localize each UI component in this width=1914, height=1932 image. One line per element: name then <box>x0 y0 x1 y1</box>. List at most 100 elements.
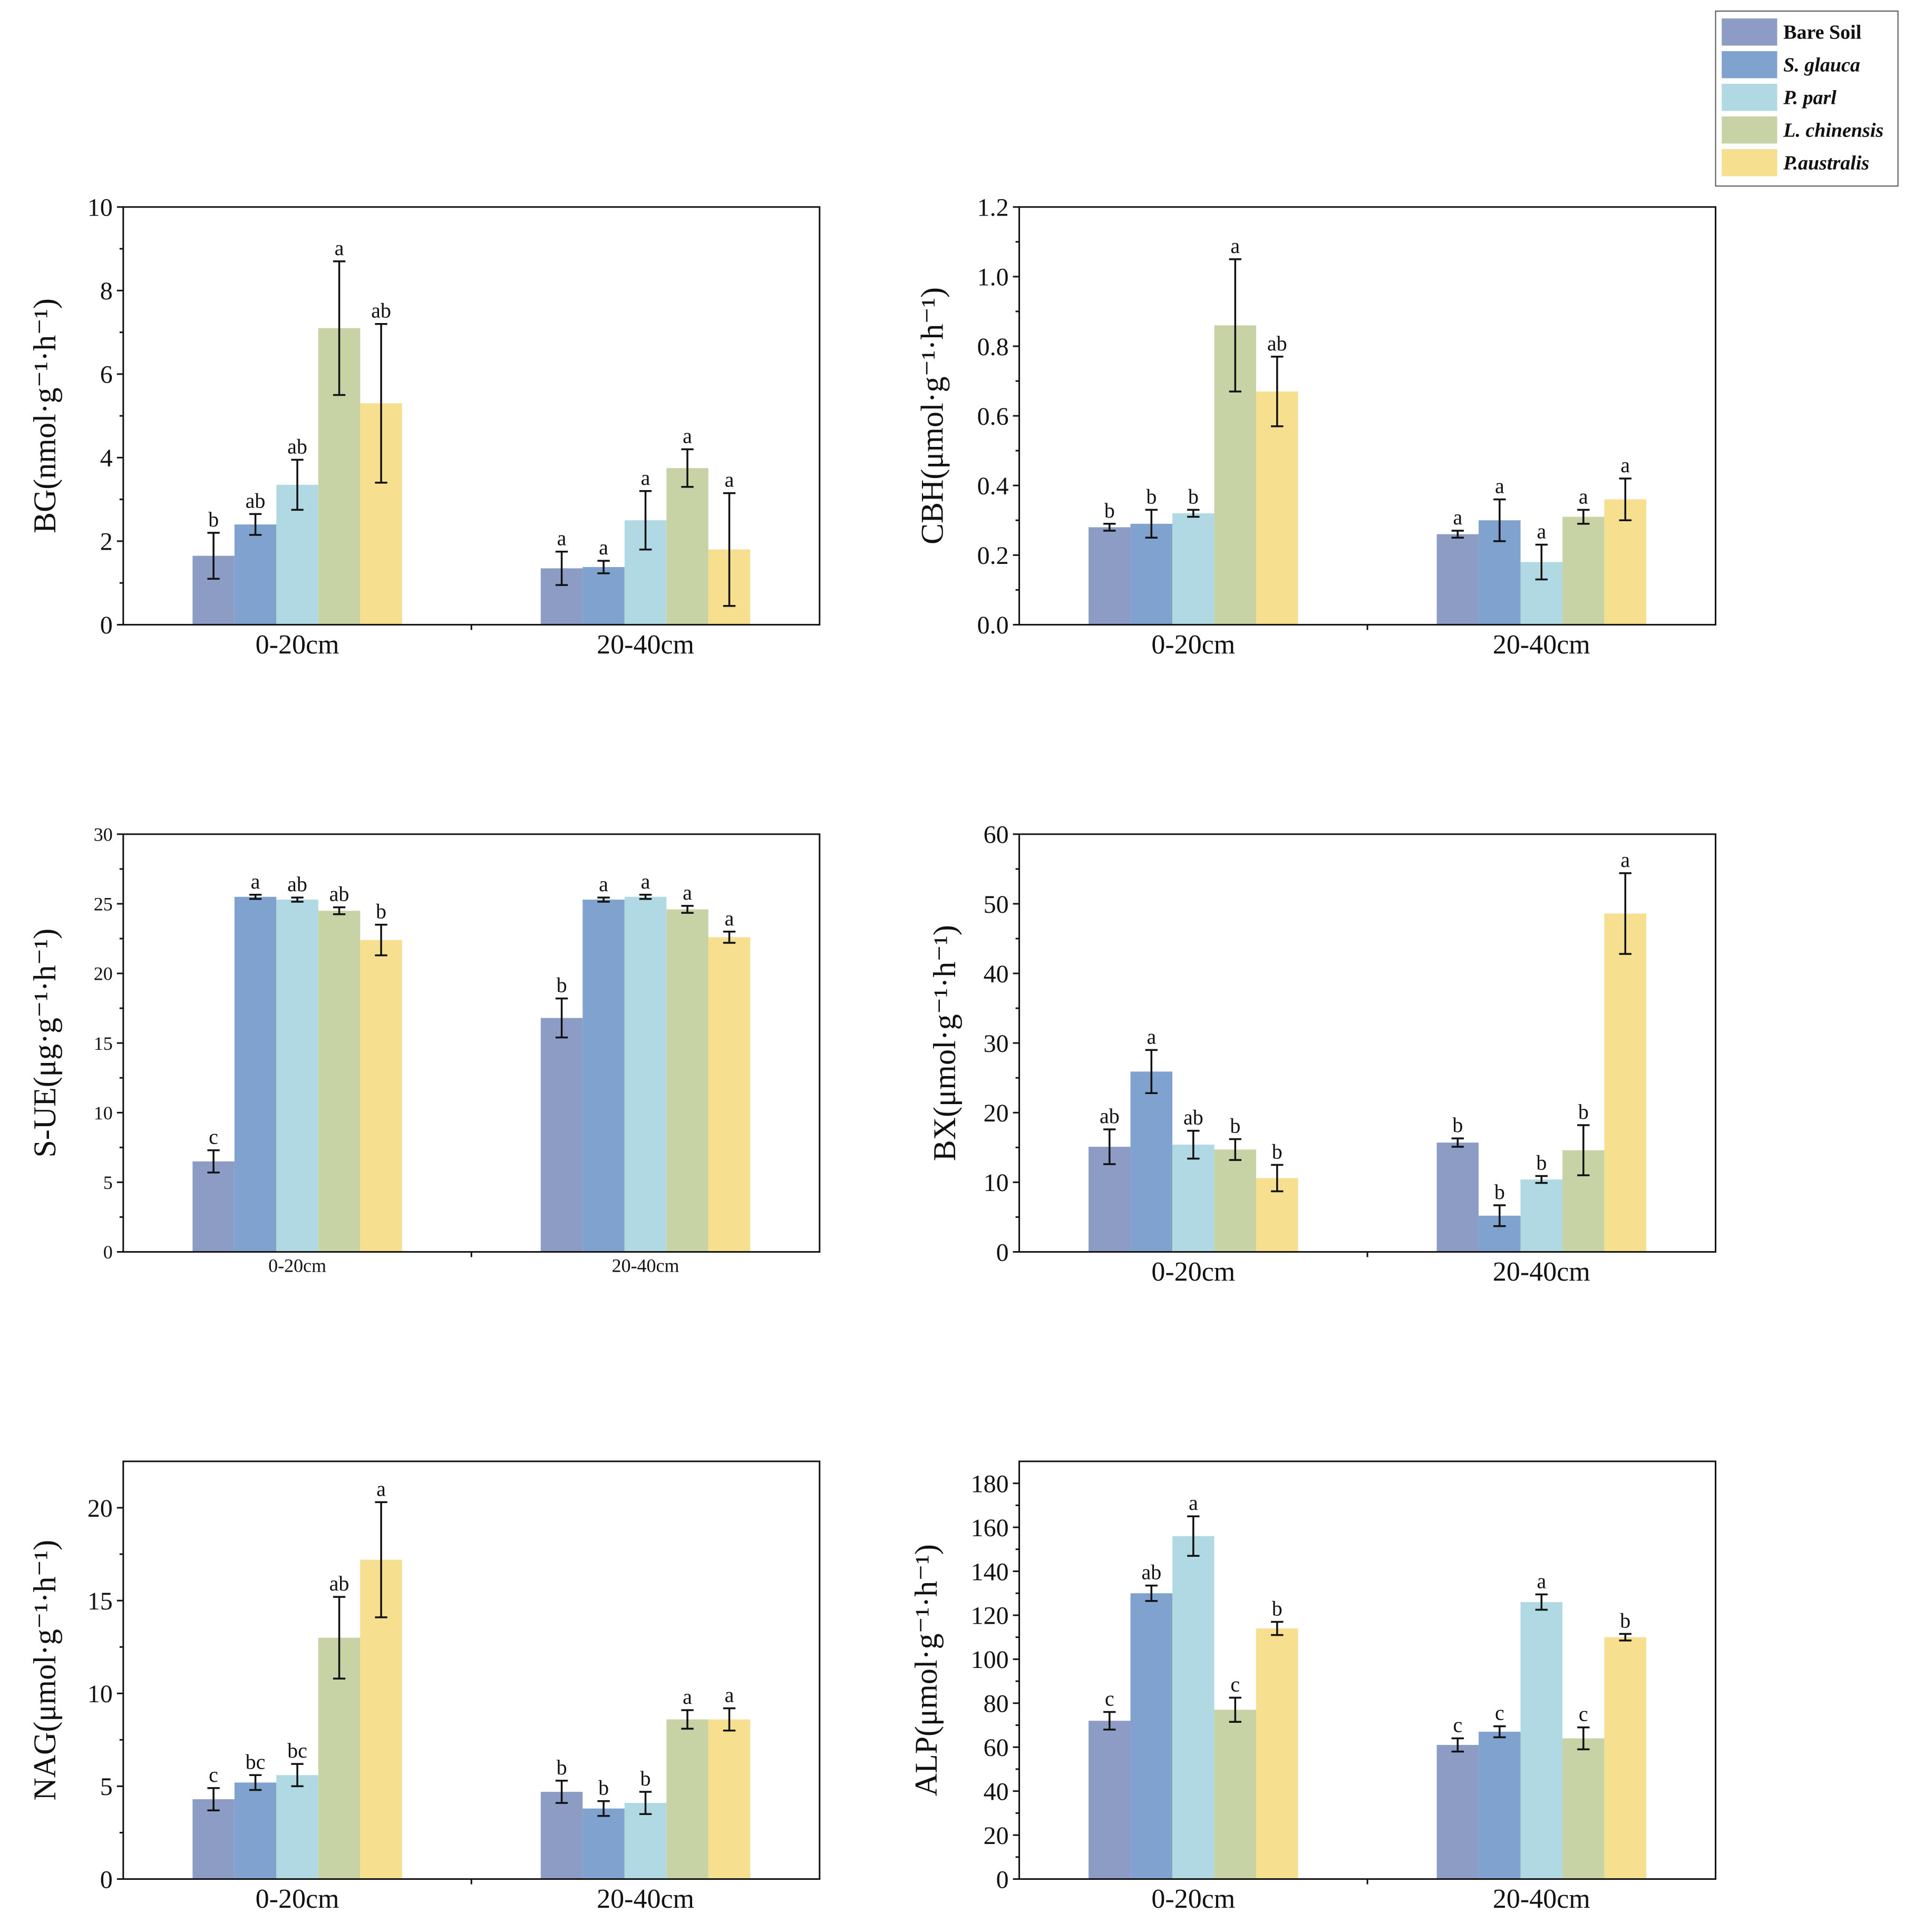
bar <box>360 940 402 1252</box>
error-bar <box>681 905 694 914</box>
significance-label: b <box>208 508 219 531</box>
y-tick-label: 40 <box>984 1778 1009 1806</box>
bar <box>1130 1593 1173 1879</box>
bar <box>1172 1536 1215 1879</box>
error-bar <box>681 1709 694 1730</box>
significance-label: a <box>1230 234 1240 258</box>
error-bar <box>333 1596 346 1680</box>
bar <box>1172 513 1215 625</box>
bar <box>1089 1721 1131 1879</box>
bar <box>1130 523 1173 625</box>
significance-label: b <box>1536 1150 1547 1174</box>
significance-label: a <box>599 535 608 559</box>
error-bar <box>639 490 652 551</box>
bar <box>1256 1628 1298 1879</box>
significance-label: a <box>1495 474 1504 498</box>
y-tick-label: 20 <box>88 1495 113 1523</box>
bar <box>582 900 625 1252</box>
bar <box>1562 516 1605 625</box>
y-tick-label: 120 <box>971 1602 1009 1630</box>
significance-label: a <box>725 906 734 930</box>
error-bar <box>291 1763 304 1788</box>
y-tick-label: 30 <box>94 824 113 845</box>
significance-label: c <box>209 1763 218 1787</box>
x-category-label: 0-20cm <box>268 1255 326 1276</box>
y-tick-label: 25 <box>94 894 113 915</box>
y-tick-label: 15 <box>94 1033 113 1054</box>
error-bar <box>639 1791 652 1815</box>
error-bar <box>1103 1711 1116 1731</box>
bar <box>666 909 708 1252</box>
error-bar <box>1145 1584 1158 1602</box>
error-bar <box>1187 1515 1200 1557</box>
significance-label: b <box>557 1755 567 1779</box>
error-bar <box>207 1149 220 1174</box>
bar <box>1172 1145 1215 1252</box>
y-tick-label: 0 <box>100 611 113 639</box>
significance-label: ab <box>287 434 307 458</box>
significance-label: ab <box>329 1572 349 1595</box>
y-tick-label: 10 <box>94 1102 113 1124</box>
bar <box>708 937 751 1252</box>
significance-label: a <box>683 881 692 904</box>
error-bar <box>1535 1593 1548 1611</box>
significance-label: a <box>599 872 608 896</box>
y-tick-label: 20 <box>984 1822 1009 1850</box>
bar <box>1214 1710 1257 1879</box>
chart-panel-6: c c ab c a a c c b b 0 20 40 60 80 100 120 140 160 180 0-20c… <box>909 1460 1717 1914</box>
bar <box>624 1803 667 1879</box>
error-bar <box>1271 1164 1284 1193</box>
y-tick-label: 30 <box>984 1030 1009 1058</box>
y-tick-label: 0.0 <box>977 611 1009 639</box>
error-bar <box>249 894 262 900</box>
y-tick-label: 0 <box>100 1866 113 1894</box>
significance-label: c <box>1453 1713 1462 1737</box>
x-category-label: 20-40cm <box>597 1884 694 1914</box>
bar <box>234 524 277 625</box>
y-tick-label: 0 <box>996 1238 1009 1266</box>
significance-label: bc <box>287 1739 307 1762</box>
error-bar <box>1187 509 1200 518</box>
significance-label: b <box>1578 1100 1589 1124</box>
y-tick-label: 0 <box>103 1242 113 1263</box>
y-tick-label: 10 <box>984 1169 1009 1197</box>
significance-label: b <box>640 1767 651 1790</box>
error-bar <box>375 323 387 484</box>
error-bar <box>1229 1696 1242 1723</box>
bar <box>540 1018 583 1252</box>
legend-swatch <box>1722 149 1777 177</box>
error-bar <box>1187 1129 1200 1160</box>
bar <box>1256 391 1298 625</box>
significance-label: b <box>598 1776 609 1800</box>
y-tick-label: 140 <box>971 1558 1009 1586</box>
error-bar <box>639 894 652 900</box>
y-tick-label: 0.6 <box>977 403 1009 431</box>
legend-label: L. chinensis <box>1783 120 1883 142</box>
bar <box>1562 1738 1605 1879</box>
error-bar <box>207 1787 220 1811</box>
error-bar <box>1535 1175 1548 1184</box>
significance-label: a <box>1453 505 1462 529</box>
y-axis-label: BX(μmol·g⁻¹·h⁻¹) <box>927 925 962 1161</box>
bar <box>192 1799 235 1879</box>
y-tick-label: 6 <box>100 361 113 389</box>
x-category-label: 0-20cm <box>256 630 339 660</box>
x-category-label: 20-40cm <box>612 1255 679 1276</box>
legend-label: P. parl <box>1783 87 1837 109</box>
error-bar <box>1577 1124 1590 1176</box>
significance-label: a <box>725 468 734 492</box>
y-tick-label: 20 <box>984 1099 1009 1127</box>
significance-label: a <box>683 1685 692 1709</box>
bar <box>1130 1071 1173 1252</box>
y-axis-label: S-UE(μg·g⁻¹·h⁻¹) <box>27 929 62 1158</box>
significance-label: b <box>1494 1180 1505 1204</box>
y-tick-label: 2 <box>100 528 113 556</box>
significance-label: a <box>725 1683 734 1706</box>
error-bar <box>555 997 568 1039</box>
y-tick-label: 60 <box>984 821 1009 849</box>
error-bar <box>291 896 304 903</box>
y-tick-label: 160 <box>971 1514 1009 1542</box>
bar <box>1436 1143 1479 1252</box>
significance-label: c <box>1495 1701 1504 1725</box>
legend-label: P.australis <box>1783 152 1869 174</box>
